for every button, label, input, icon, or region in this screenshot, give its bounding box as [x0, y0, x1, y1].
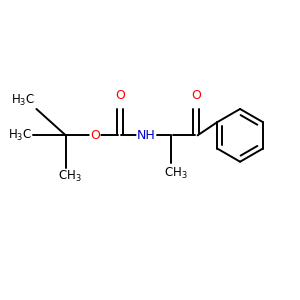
Text: H$_3$C: H$_3$C [11, 92, 35, 107]
Text: CH$_3$: CH$_3$ [164, 166, 188, 181]
Text: CH$_3$: CH$_3$ [58, 169, 82, 184]
Text: O: O [90, 129, 100, 142]
Text: O: O [191, 88, 201, 102]
Text: H$_3$C: H$_3$C [8, 128, 32, 143]
Text: O: O [115, 88, 125, 102]
Text: NH: NH [137, 129, 156, 142]
